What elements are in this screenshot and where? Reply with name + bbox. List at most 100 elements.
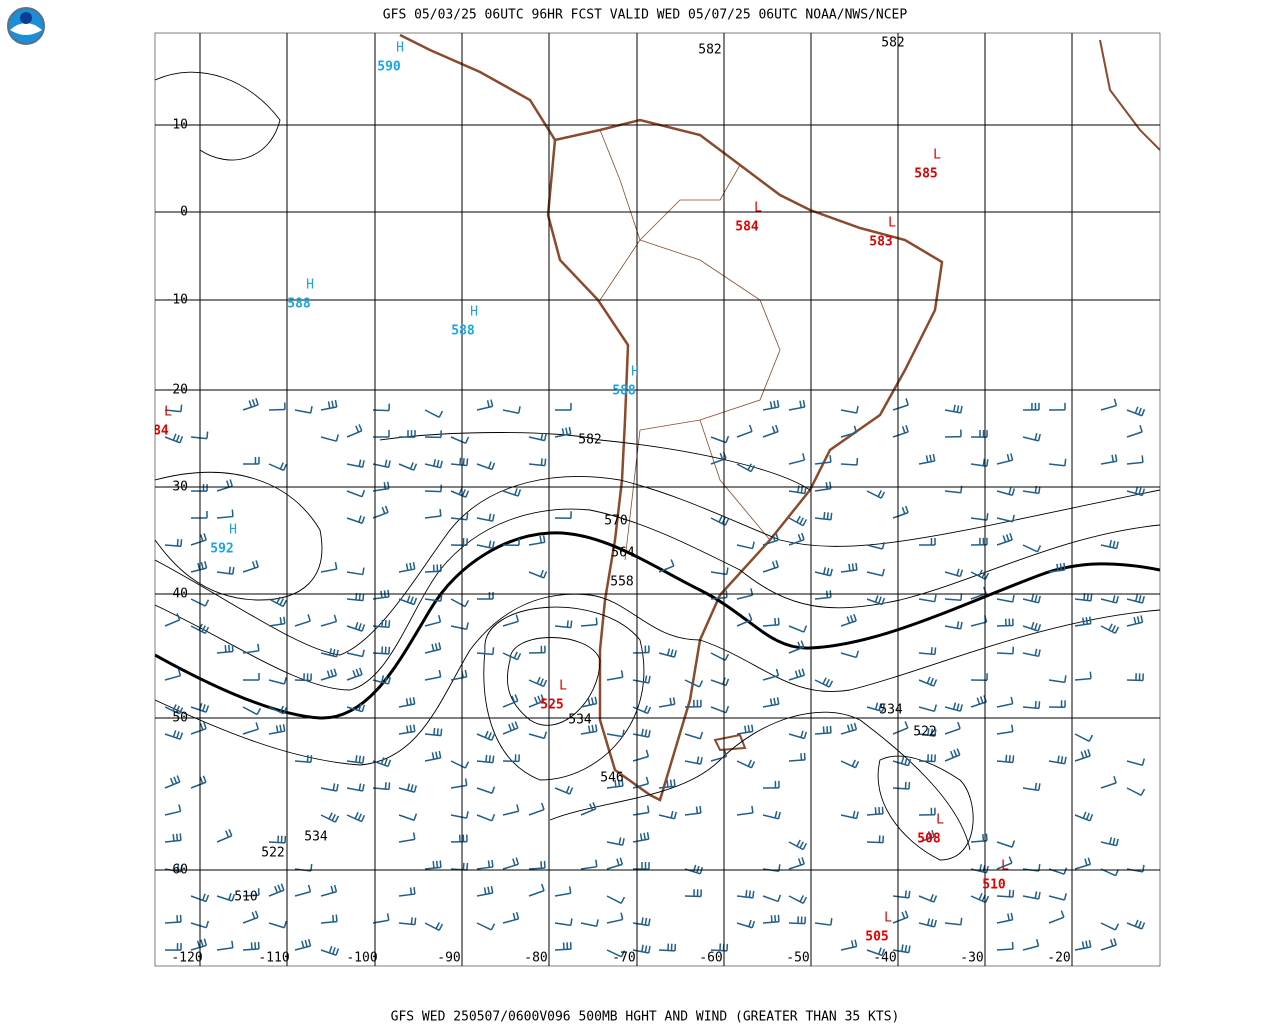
wind-barb bbox=[1101, 776, 1116, 788]
wind-barb bbox=[1127, 920, 1144, 929]
barb-tick bbox=[883, 569, 885, 576]
barb-shaft bbox=[165, 811, 181, 815]
barb-tick bbox=[1091, 594, 1092, 601]
barb-tick bbox=[909, 946, 910, 953]
barb-tick bbox=[642, 917, 643, 924]
latitude-label: -60 bbox=[165, 863, 188, 878]
barb-shaft bbox=[997, 653, 1013, 654]
wind-barb bbox=[737, 725, 753, 734]
barb-tick bbox=[433, 861, 434, 868]
barb-tick bbox=[1057, 564, 1058, 571]
barb-tick bbox=[857, 812, 859, 819]
barb-tick bbox=[1142, 489, 1144, 496]
wind-barb bbox=[893, 398, 908, 410]
wind-barb bbox=[633, 750, 648, 761]
barb-tick bbox=[229, 829, 232, 835]
barb-tick bbox=[1060, 563, 1061, 570]
barb-tick bbox=[621, 897, 624, 903]
wind-barb bbox=[971, 864, 988, 872]
barb-tick bbox=[363, 594, 364, 601]
barb-tick bbox=[200, 777, 203, 784]
wind-barb bbox=[763, 400, 779, 410]
barb-shaft bbox=[477, 923, 491, 930]
wind-barb bbox=[269, 724, 285, 734]
barb-tick bbox=[356, 669, 358, 676]
pressure-center-value: 588 bbox=[287, 297, 311, 312]
wind-barb bbox=[191, 561, 207, 572]
barb-tick bbox=[329, 946, 331, 953]
wind-barb bbox=[867, 490, 884, 498]
barb-tick bbox=[1035, 783, 1036, 790]
wind-barb bbox=[607, 838, 624, 846]
barb-tick bbox=[1111, 939, 1113, 946]
barb-tick bbox=[674, 650, 676, 657]
barb-tick bbox=[1089, 940, 1090, 947]
barb-tick bbox=[670, 698, 671, 705]
barb-shaft bbox=[555, 626, 571, 628]
latitude-label: -50 bbox=[165, 711, 188, 726]
barb-tick bbox=[1139, 488, 1141, 495]
wind-barb bbox=[399, 697, 415, 707]
barb-tick bbox=[434, 459, 436, 466]
barb-tick bbox=[541, 458, 542, 465]
barb-tick bbox=[440, 860, 441, 867]
barb-tick bbox=[515, 488, 517, 495]
barb-tick bbox=[620, 858, 622, 865]
barb-tick bbox=[726, 436, 728, 443]
barb-tick bbox=[746, 890, 747, 897]
barb-shaft bbox=[815, 489, 831, 491]
barb-tick bbox=[902, 912, 905, 919]
barb-tick bbox=[778, 697, 779, 704]
barb-shaft bbox=[763, 922, 779, 923]
wind-barb bbox=[451, 488, 468, 497]
barb-shaft bbox=[945, 491, 961, 493]
barb-tick bbox=[439, 670, 440, 677]
latitude-label: 10 bbox=[172, 118, 188, 133]
barb-tick bbox=[802, 857, 804, 864]
barb-tick bbox=[776, 425, 778, 432]
barb-tick bbox=[855, 940, 857, 947]
wind-barb bbox=[763, 895, 780, 902]
longitude-label: -80 bbox=[524, 951, 547, 966]
barb-tick bbox=[1061, 756, 1062, 763]
barb-tick bbox=[204, 939, 206, 946]
barb-tick bbox=[668, 649, 670, 656]
barb-shaft bbox=[269, 624, 285, 626]
barb-shaft bbox=[477, 653, 493, 654]
barb-tick bbox=[353, 670, 355, 677]
wind-barb bbox=[1127, 425, 1142, 437]
barb-tick bbox=[1035, 891, 1036, 898]
barb-tick bbox=[804, 626, 807, 632]
barb-tick bbox=[519, 406, 520, 413]
wind-barb bbox=[633, 675, 650, 683]
contour-label: 510 bbox=[234, 890, 257, 905]
barb-tick bbox=[1138, 616, 1140, 623]
barb-tick bbox=[414, 785, 416, 792]
wind-barb bbox=[841, 651, 858, 658]
barb-shaft bbox=[1023, 491, 1039, 493]
barb-shaft bbox=[347, 761, 363, 763]
wind-barb bbox=[1127, 759, 1144, 766]
barb-shaft bbox=[425, 410, 439, 417]
wind-barb bbox=[607, 896, 624, 903]
barb-tick bbox=[847, 617, 849, 624]
barb-tick bbox=[1058, 756, 1059, 763]
barb-tick bbox=[934, 896, 937, 902]
wind-barb bbox=[867, 596, 884, 605]
wind-barb bbox=[789, 895, 806, 903]
barb-shaft bbox=[919, 761, 935, 762]
barb-shaft bbox=[451, 599, 465, 607]
barb-tick bbox=[253, 399, 255, 406]
barb-shaft bbox=[399, 704, 415, 707]
barb-shaft bbox=[269, 680, 284, 684]
wind-barb bbox=[321, 669, 336, 680]
barb-shaft bbox=[971, 464, 987, 466]
barb-tick bbox=[1064, 893, 1066, 900]
wind-barb bbox=[1049, 459, 1066, 466]
barb-tick bbox=[1007, 454, 1009, 461]
barb-tick bbox=[879, 807, 880, 814]
map-caption: GFS WED 250507/0600V096 500MB HGHT AND W… bbox=[391, 1010, 900, 1025]
barb-tick bbox=[333, 947, 335, 954]
wind-barb bbox=[347, 568, 364, 575]
barb-tick bbox=[518, 489, 520, 496]
